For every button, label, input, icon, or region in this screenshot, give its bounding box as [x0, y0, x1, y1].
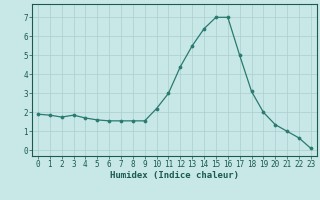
- X-axis label: Humidex (Indice chaleur): Humidex (Indice chaleur): [110, 171, 239, 180]
